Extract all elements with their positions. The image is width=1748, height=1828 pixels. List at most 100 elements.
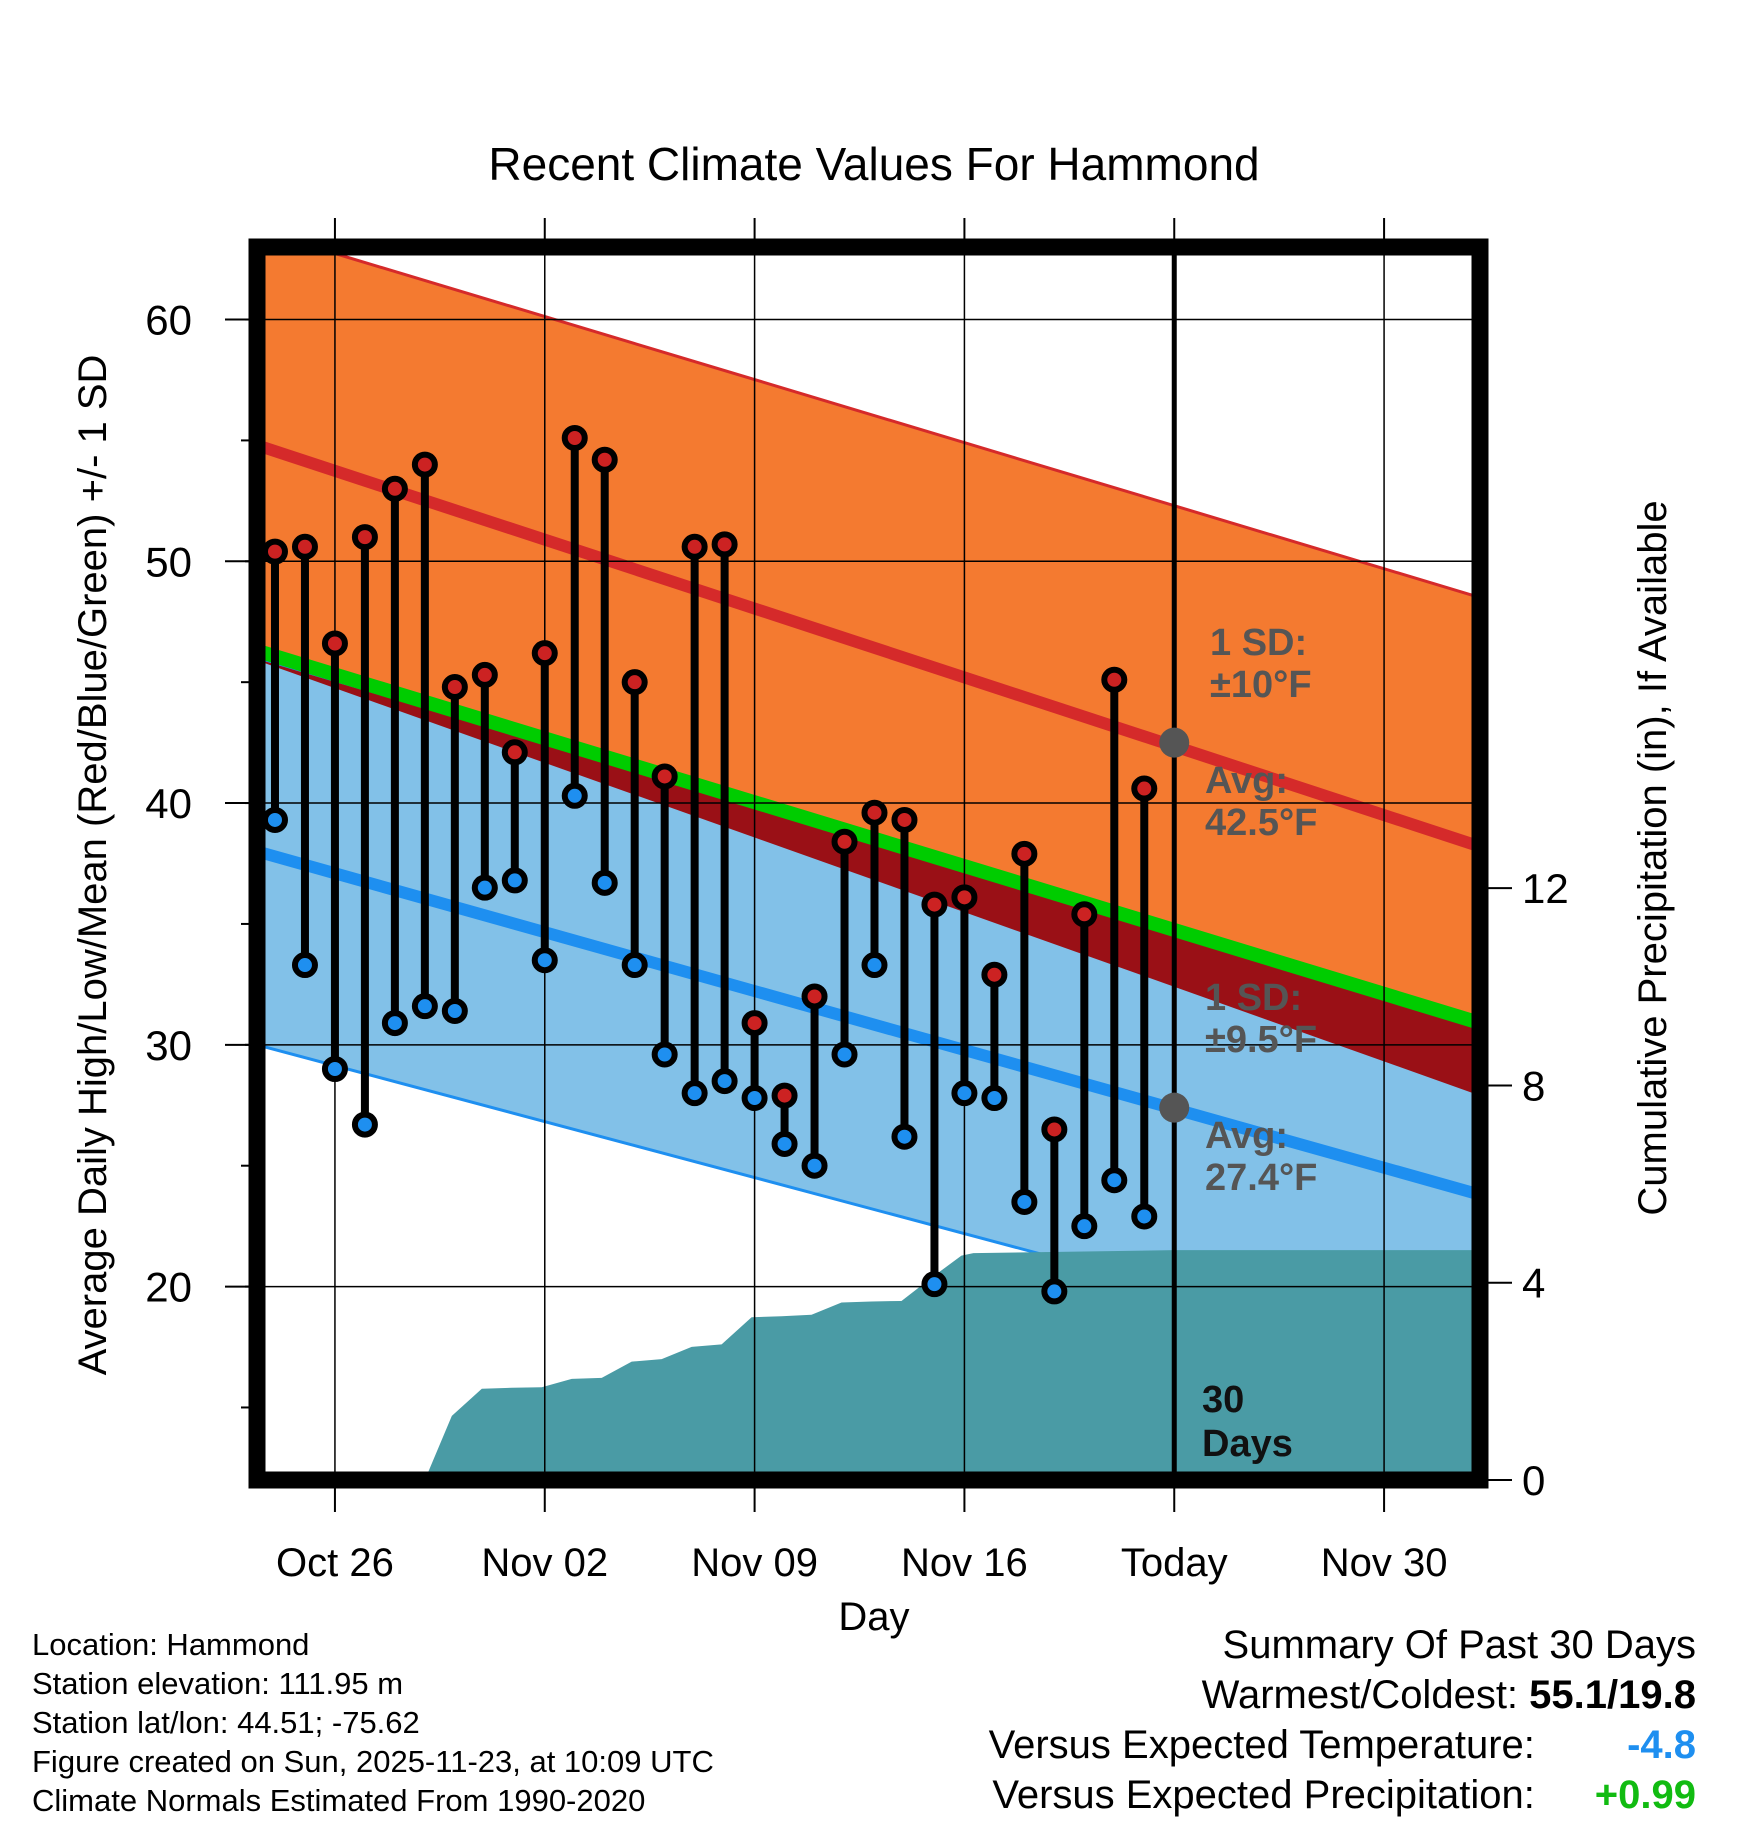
observed-low-point <box>801 1152 828 1179</box>
summary-warmest-label: Warmest/Coldest: <box>1201 1673 1519 1717</box>
info-created: Figure created on Sun, 2025-11-23, at 10… <box>32 1744 714 1779</box>
x-tick-label: Today <box>1121 1541 1228 1585</box>
observed-high-point <box>1131 775 1158 802</box>
high-upper-edge <box>308 247 1480 599</box>
observed-low-point <box>891 1123 918 1150</box>
observed-low-point <box>831 1041 858 1068</box>
observed-low-point <box>501 867 528 894</box>
days-word: Days <box>1202 1423 1293 1465</box>
observed-high-point <box>411 451 438 478</box>
y-tick-label: 50 <box>145 538 192 585</box>
annotations: 1 SD: ±10°F Avg: 42.5°F 1 SD: ±9.5°F Avg… <box>1202 622 1317 1465</box>
y-tick-label: 60 <box>145 297 192 344</box>
observed-low-point <box>711 1068 738 1095</box>
observed-low-point <box>981 1085 1008 1112</box>
plot-content <box>257 247 1480 1480</box>
x-tick-label: Nov 09 <box>691 1541 818 1585</box>
observed-high-point <box>591 446 618 473</box>
observed-low-point <box>771 1130 798 1157</box>
observed-low-point <box>1071 1213 1098 1240</box>
today-high-avg-marker <box>1159 727 1190 758</box>
observed-low-point <box>651 1041 678 1068</box>
observed-high-point <box>981 961 1008 988</box>
summary-title: Summary Of Past 30 Days <box>1222 1623 1696 1667</box>
observed-high-point <box>381 475 408 502</box>
summary-warmest-value: 55.1/19.8 <box>1529 1673 1696 1717</box>
plot-frame <box>248 238 1489 1489</box>
summary-temp-value: -4.8 <box>1627 1723 1696 1767</box>
observed-high-point <box>1011 840 1038 867</box>
y-right-tick-label: 12 <box>1522 865 1569 912</box>
observed-high-point <box>741 1010 768 1037</box>
observed-low-point <box>681 1080 708 1107</box>
observed-high-point <box>771 1082 798 1109</box>
observed-low-point <box>591 869 618 896</box>
y-axis-right-label: Cumulative Precipitation (in), If Availa… <box>1631 500 1675 1215</box>
observed-high-point <box>1041 1116 1068 1143</box>
observed-high-point <box>441 674 468 701</box>
chart-title: Recent Climate Values For Hammond <box>488 138 1259 190</box>
y-tick-label: 40 <box>145 780 192 827</box>
observed-high-point <box>681 533 708 560</box>
observed-high-point <box>621 669 648 696</box>
y-tick-label: 30 <box>145 1022 192 1069</box>
observed-low-point <box>381 1010 408 1037</box>
observed-high-point <box>531 640 558 667</box>
low-avg-label: Avg: <box>1205 1115 1288 1157</box>
normal-low-line <box>257 845 1480 1201</box>
observed-low-point <box>1041 1278 1068 1305</box>
station-info: Location: Hammond Station elevation: 111… <box>32 1625 714 1820</box>
observed-low-point <box>1131 1203 1158 1230</box>
x-tick-label: Nov 02 <box>481 1541 608 1585</box>
normal-mean-line <box>257 644 1480 1030</box>
observed-low-point <box>321 1056 348 1082</box>
info-normals: Climate Normals Estimated From 1990-2020 <box>32 1783 646 1818</box>
y-tick-label: 20 <box>145 1264 192 1311</box>
observed-high-point <box>921 891 948 918</box>
info-latlon: Station lat/lon: 44.51; -75.62 <box>32 1705 420 1740</box>
axes: 20 30 40 50 60 0 4 8 12 Oct 26 Nov 02 Nov 09 Nov 16 T… <box>145 218 1569 1585</box>
y-right-tick-label: 4 <box>1522 1260 1545 1307</box>
summary-precip-value: +0.99 <box>1594 1773 1696 1817</box>
observed-high-point <box>891 806 918 833</box>
observed-low-point <box>471 874 498 901</box>
summary-warmest-row: Warmest/Coldest: 55.1/19.8 <box>989 1670 1696 1720</box>
observed-high-point <box>801 983 828 1010</box>
y-axis-left-label: Average Daily High/Low/Mean (Red/Blue/Gr… <box>71 355 115 1376</box>
normal-high-line <box>257 439 1480 853</box>
observed-low-point <box>351 1111 378 1138</box>
low-avg-value: 27.4°F <box>1205 1157 1317 1199</box>
observed-low-point <box>531 947 558 974</box>
x-tick-label: Nov 30 <box>1321 1541 1448 1585</box>
summary-precip-label: Versus Expected Precipitation: <box>992 1773 1535 1817</box>
plot-area <box>257 247 1480 1480</box>
observed-high-point <box>351 524 378 551</box>
high-sd-label: 1 SD: <box>1210 622 1307 664</box>
observed-high-point <box>261 538 288 565</box>
observed-low-point <box>261 806 288 833</box>
summary-temp-label: Versus Expected Temperature: <box>988 1723 1535 1767</box>
observed-low-point <box>621 952 648 979</box>
observed-high-point <box>861 799 888 826</box>
observed-high-point <box>501 739 528 766</box>
observed-low-point <box>1101 1167 1128 1194</box>
observed-low-point <box>291 952 318 979</box>
info-elevation: Station elevation: 111.95 m <box>32 1666 404 1701</box>
observed-high-point <box>1101 666 1128 693</box>
observed-high-point <box>711 531 738 558</box>
observed-low-point <box>921 1271 948 1298</box>
summary-temp-row: Versus Expected Temperature: -4.8 <box>989 1720 1696 1770</box>
x-axis-label: Day <box>838 1595 909 1639</box>
observed-low-point <box>861 952 888 979</box>
y-right-tick-label: 8 <box>1522 1062 1545 1109</box>
observed-low-point <box>951 1080 978 1107</box>
observed-low-point <box>1011 1188 1038 1215</box>
info-location: Location: Hammond <box>32 1627 310 1662</box>
high-sd-value: ±10°F <box>1210 664 1312 706</box>
y-right-tick-label: 0 <box>1522 1457 1545 1504</box>
high-avg-label: Avg: <box>1205 760 1288 802</box>
observed-high-point <box>1071 901 1098 928</box>
high-avg-value: 42.5°F <box>1205 802 1317 844</box>
observed-low-point <box>561 782 588 809</box>
